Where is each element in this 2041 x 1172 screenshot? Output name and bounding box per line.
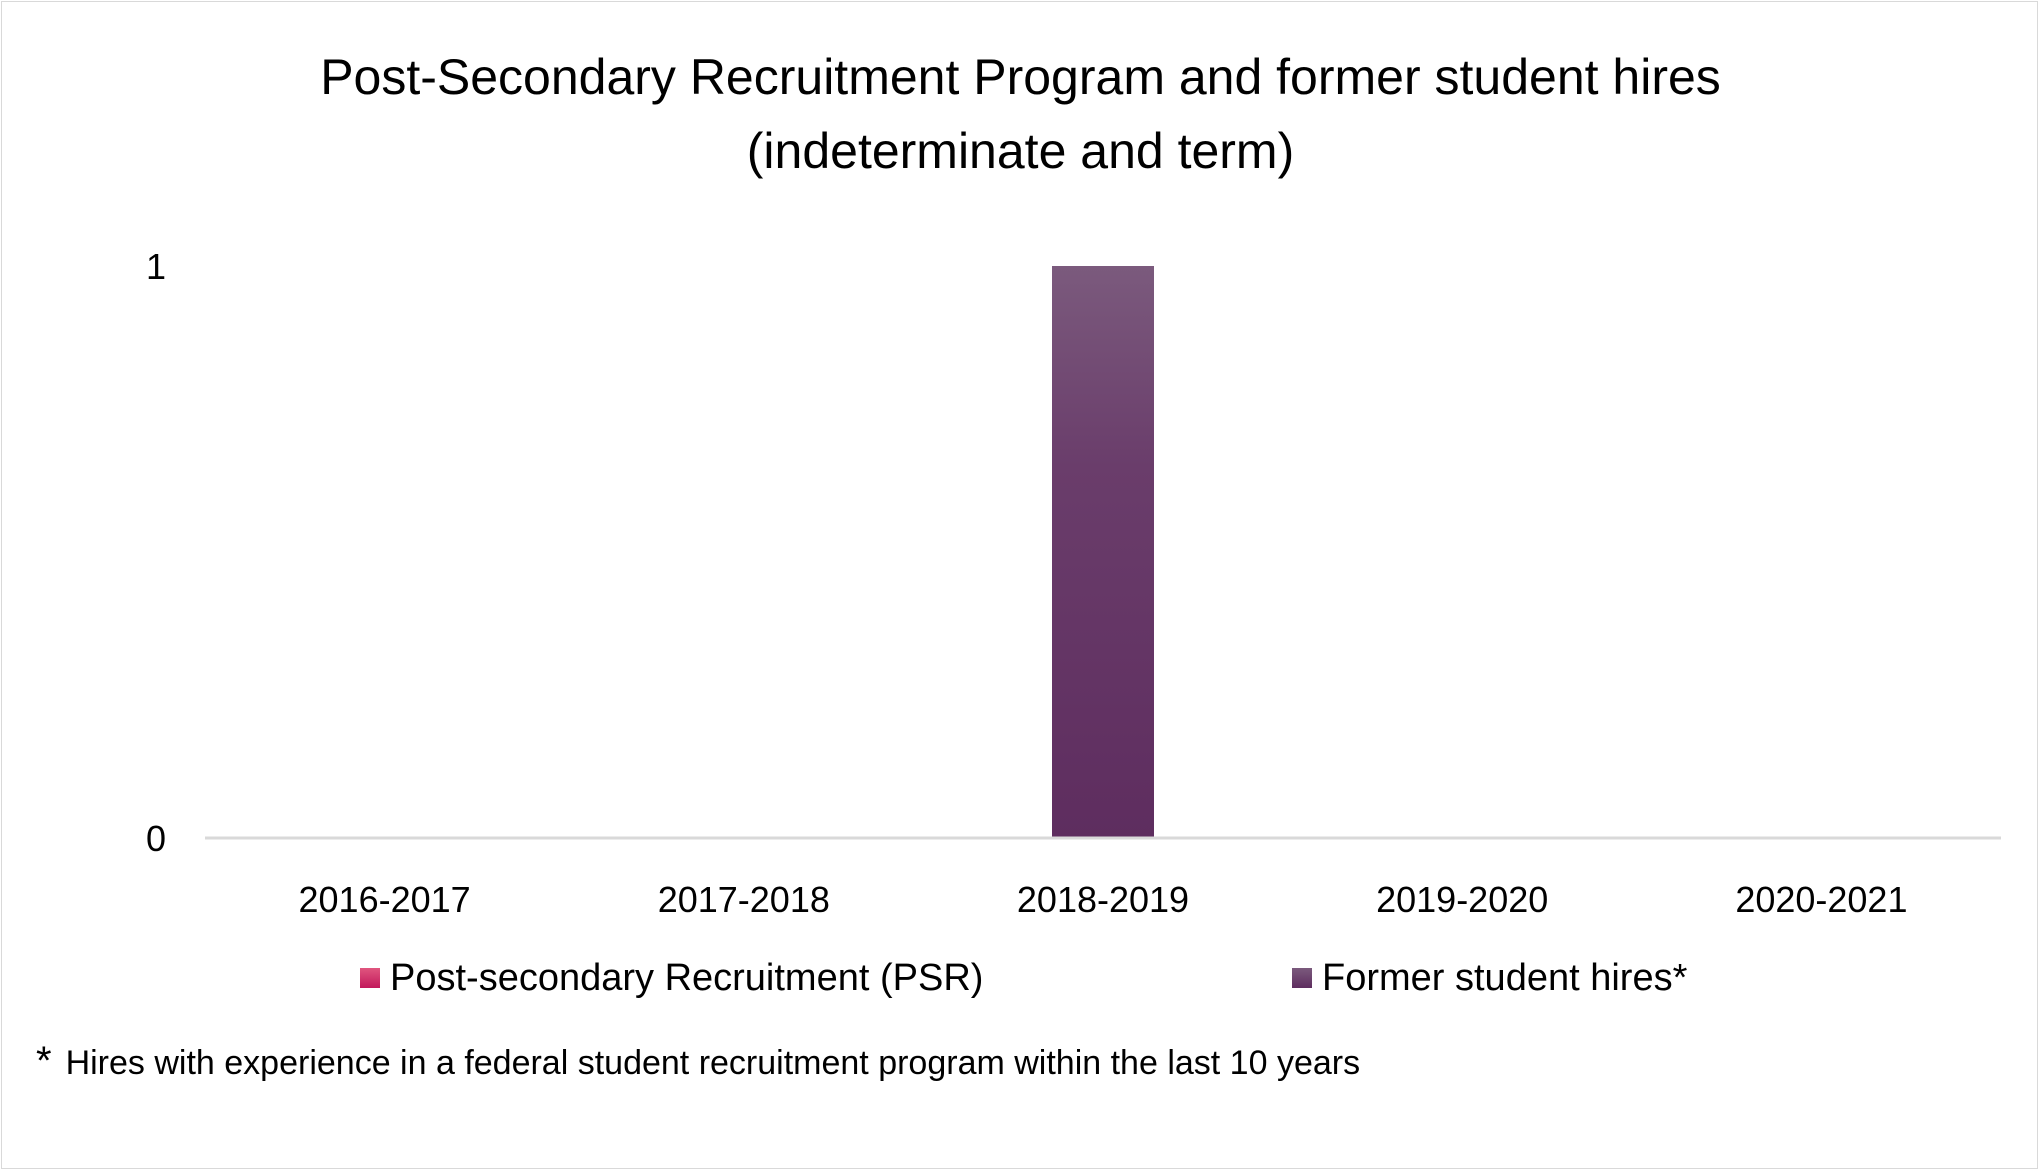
x-axis-ticks: 2016-2017 2017-2018 2018-2019 2019-2020 2020… xyxy=(299,879,1908,920)
legend: Post-secondary Recruitment (PSR) Former … xyxy=(0,953,2041,1003)
footnote-text: Hires with experience in a federal stude… xyxy=(65,1044,1361,1082)
x-tick-label: 2020-2021 xyxy=(1735,879,1907,920)
x-tick-label: 2016-2017 xyxy=(299,879,471,920)
footnote: * Hires with experience in a federal stu… xyxy=(36,1036,1360,1088)
legend-label-former: Former student hires* xyxy=(1322,957,1688,999)
legend-item-psr: Post-secondary Recruitment (PSR) xyxy=(360,953,983,1003)
chart-title-line-1: Post-Secondary Recruitment Program and f… xyxy=(320,49,1721,105)
y-tick-label: 0 xyxy=(146,818,166,859)
chart-title-line-2: (indeterminate and term) xyxy=(746,123,1295,179)
y-tick-label: 1 xyxy=(146,246,166,287)
bar-former-student-hires xyxy=(1052,266,1154,838)
x-tick-label: 2017-2018 xyxy=(658,879,830,920)
legend-label-psr: Post-secondary Recruitment (PSR) xyxy=(390,957,984,999)
x-tick-label: 2019-2020 xyxy=(1376,879,1548,920)
legend-item-former: Former student hires* xyxy=(1292,953,1687,1003)
x-tick-label: 2018-2019 xyxy=(1017,879,1189,920)
footnote-mark: * xyxy=(36,1039,52,1083)
y-axis-ticks: 01 xyxy=(146,246,166,859)
legend-swatch-psr xyxy=(360,968,380,988)
legend-swatch-former xyxy=(1292,968,1312,988)
bars xyxy=(1052,266,1154,838)
